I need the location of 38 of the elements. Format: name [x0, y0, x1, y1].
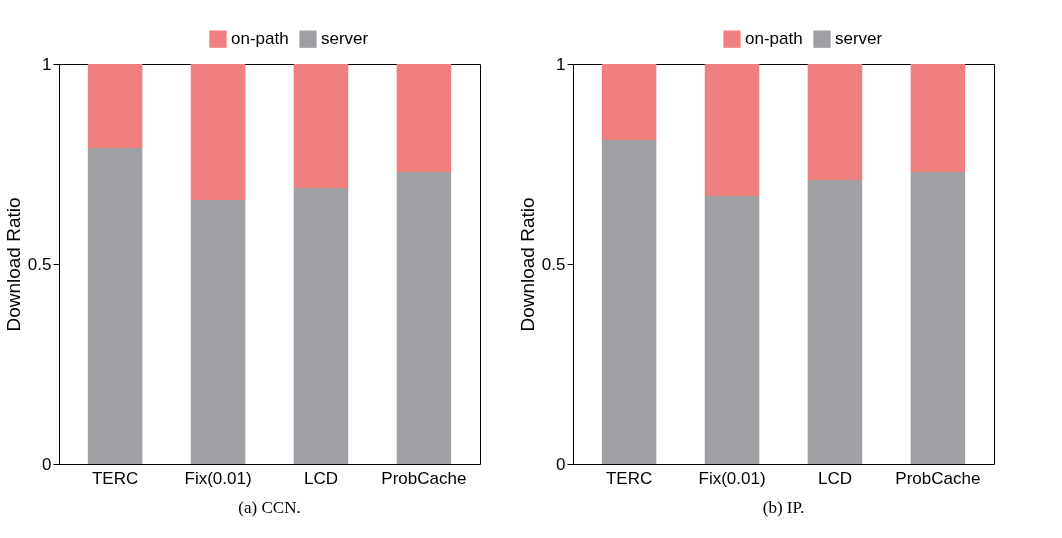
x-tick-label: TERC: [91, 468, 139, 488]
bar: [190, 64, 246, 200]
bar: [87, 64, 143, 148]
bar: [807, 64, 863, 180]
bar: [87, 148, 143, 464]
text: (b) IP.: [762, 498, 805, 517]
x-tick-label: ProbCache: [895, 468, 981, 488]
bar: [704, 64, 760, 196]
y-tick-label: 1: [556, 54, 566, 74]
bar: [910, 172, 966, 464]
x-tick-label: LCD: [817, 468, 852, 488]
text: (a) CCN.: [238, 498, 301, 517]
bar: [601, 140, 657, 464]
y-tick-label: 0: [42, 454, 52, 474]
x-tick-label: Fix(0.01): [184, 468, 252, 488]
y-tick-label: 0.5: [27, 254, 52, 274]
legend-label: on-path: [745, 29, 803, 49]
x-tick-label: LCD: [303, 468, 338, 488]
x-tick-label: TERC: [605, 468, 653, 488]
legend-label: on-path: [231, 29, 289, 49]
y-tick-label: 1: [42, 54, 52, 74]
x-tick-label: ProbCache: [381, 468, 467, 488]
bar: [807, 180, 863, 464]
bar: [396, 172, 452, 464]
bar: [293, 188, 349, 464]
legend-label: server: [321, 29, 369, 49]
legend-label: server: [835, 29, 883, 49]
x-tick-label: Fix(0.01): [698, 468, 766, 488]
y-axis-title: Download Ratio: [2, 197, 24, 332]
bar: [190, 200, 246, 464]
bar: [601, 64, 657, 140]
bar: [910, 64, 966, 172]
bar: [704, 196, 760, 464]
bar: [396, 64, 452, 172]
y-axis-title: Download Ratio: [516, 197, 538, 332]
y-tick-label: 0.5: [541, 254, 566, 274]
y-tick-label: 0: [556, 454, 566, 474]
bar: [293, 64, 349, 188]
